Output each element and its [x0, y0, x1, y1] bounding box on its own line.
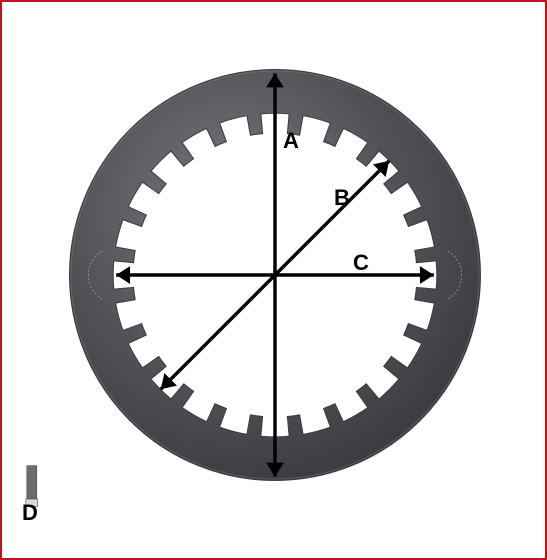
label-c: C	[353, 250, 369, 276]
diagram-frame: A B C D	[0, 0, 547, 560]
label-a: A	[283, 128, 299, 154]
clutch-plate-diagram	[2, 2, 545, 558]
label-b: B	[334, 185, 350, 211]
label-d: D	[22, 500, 38, 526]
